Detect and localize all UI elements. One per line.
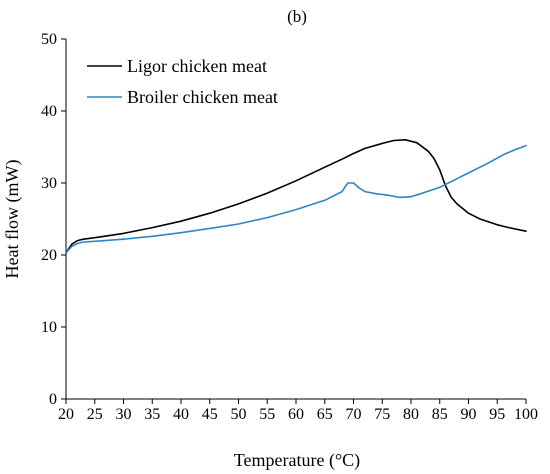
x-tick-label: 45 [202,406,218,423]
x-tick-label: 25 [87,406,103,423]
x-tick-label: 65 [317,406,333,423]
x-tick-label: 100 [514,406,538,423]
y-tick-label: 20 [41,247,57,264]
x-tick-label: 35 [144,406,160,423]
x-tick-label: 20 [58,406,74,423]
x-tick-label: 85 [432,406,448,423]
y-axis-title: Heat flow (mW) [2,160,23,279]
x-tick-label: 75 [374,406,390,423]
y-tick-label: 10 [41,319,57,336]
x-tick-label: 30 [116,406,132,423]
x-tick-label: 80 [403,406,419,423]
legend: Ligor chicken meat Broiler chicken meat [87,56,278,107]
x-tick-label: 40 [173,406,189,423]
tick-labels: 0 10 20 30 40 50 20 25 30 35 40 45 50 55 60 65 70 75 80 85 9… [41,31,538,423]
legend-label-ligor: Ligor chicken meat [127,56,267,76]
axes [61,38,527,404]
legend-label-broiler: Broiler chicken meat [127,87,278,107]
series-line-broiler [65,144,527,254]
x-tick-label: 55 [259,406,275,423]
x-axis-title: Temperature (°C) [234,450,360,471]
y-tick-label: 40 [41,103,57,120]
x-tick-label: 60 [288,406,304,423]
panel-label: (b) [287,7,307,26]
y-tick-label: 50 [41,31,57,48]
x-tick-label: 50 [231,406,247,423]
x-tick-label: 90 [461,406,477,423]
x-tick-label: 95 [489,406,505,423]
y-tick-label: 30 [41,175,57,192]
y-tick-label: 0 [49,391,57,408]
series-lines [65,139,527,254]
series-line-ligor [65,139,527,254]
x-tick-label: 70 [346,406,362,423]
